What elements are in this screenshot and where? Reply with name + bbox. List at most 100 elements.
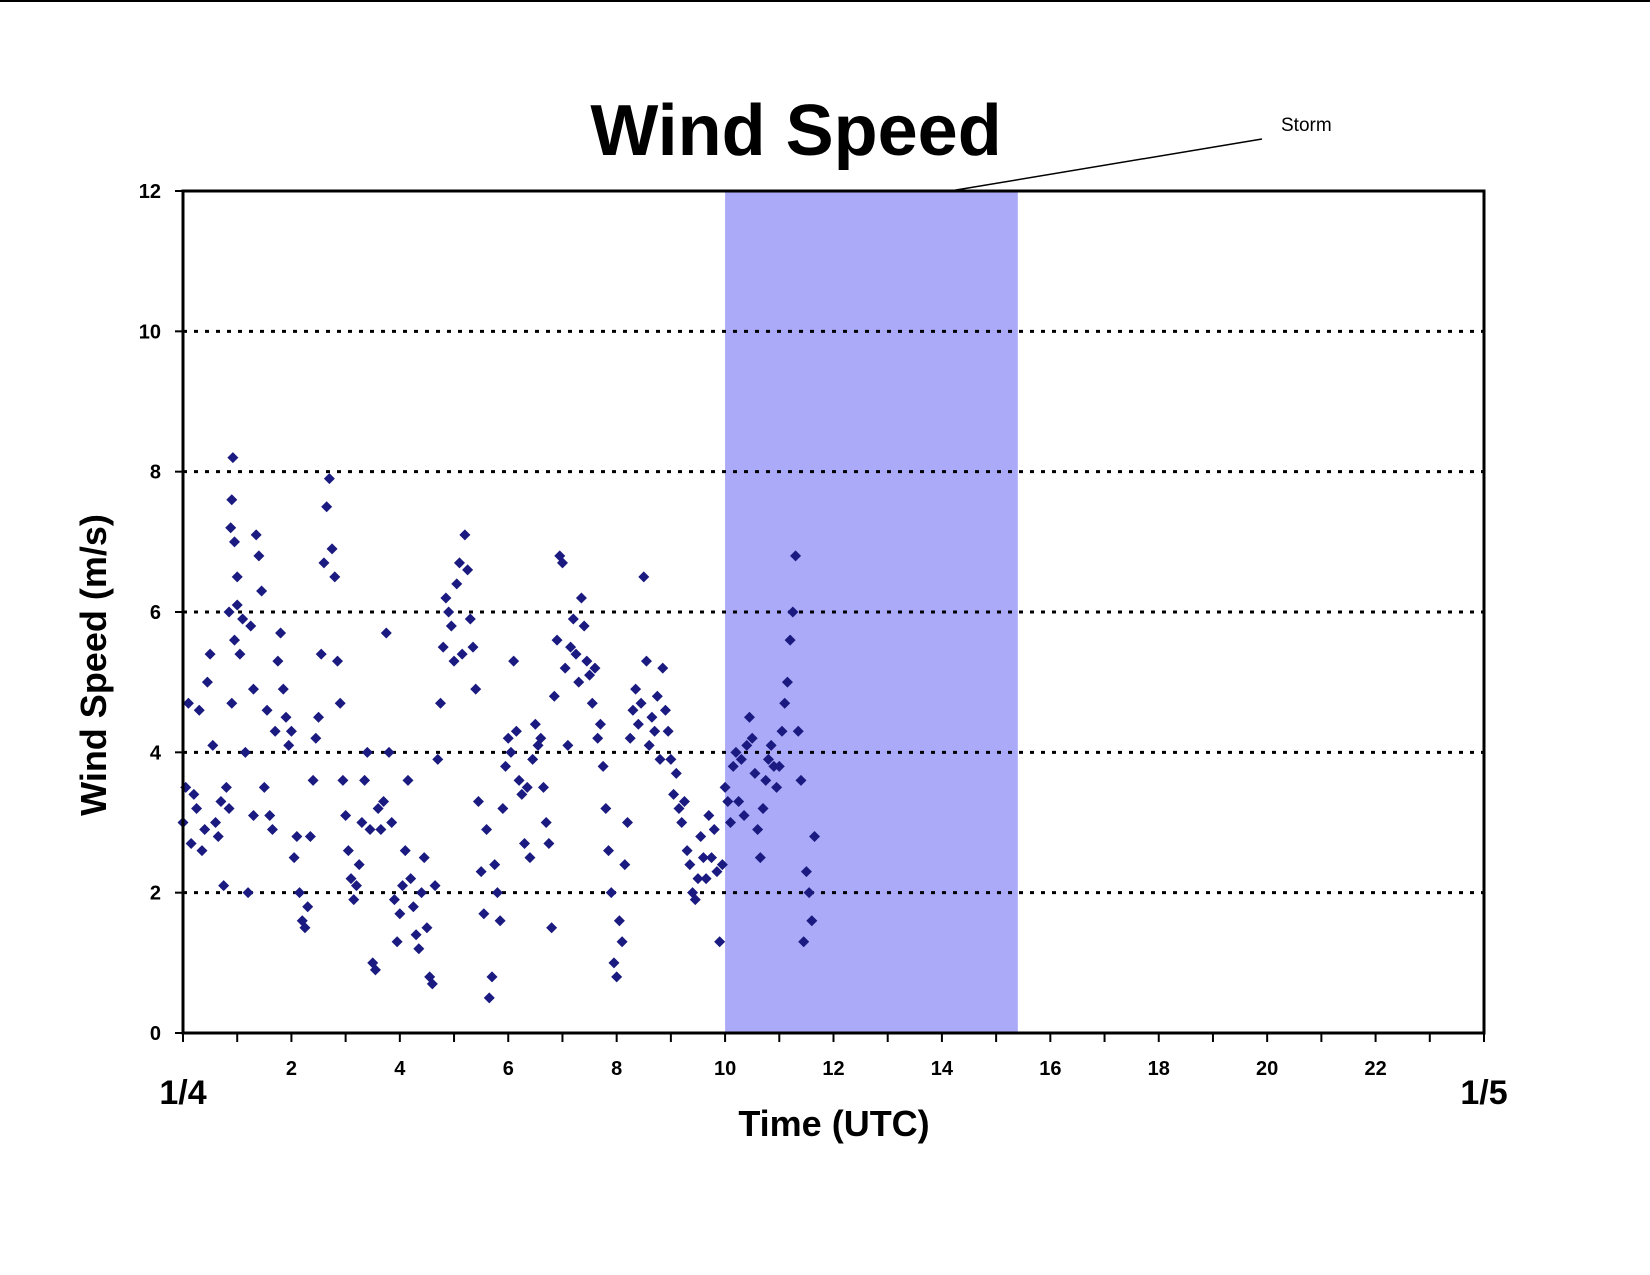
data-point bbox=[486, 971, 498, 983]
data-point bbox=[201, 676, 213, 688]
data-point bbox=[285, 725, 297, 737]
data-point bbox=[310, 732, 322, 744]
data-point bbox=[451, 578, 463, 590]
data-point bbox=[353, 859, 365, 871]
x-tick-label: 18 bbox=[1148, 1058, 1170, 1080]
data-point bbox=[762, 753, 774, 765]
data-point bbox=[624, 732, 636, 744]
data-point bbox=[429, 880, 441, 892]
data-point bbox=[348, 894, 360, 906]
data-point bbox=[556, 557, 568, 569]
data-point bbox=[378, 795, 390, 807]
data-point bbox=[570, 648, 582, 660]
y-tick-label: 8 bbox=[150, 462, 161, 484]
data-point bbox=[619, 859, 631, 871]
data-point bbox=[573, 676, 585, 688]
data-point bbox=[247, 683, 259, 695]
data-point bbox=[185, 838, 197, 850]
data-point bbox=[489, 859, 501, 871]
x-tick-label: 22 bbox=[1364, 1058, 1386, 1080]
data-point bbox=[397, 880, 409, 892]
x-tick-label: 12 bbox=[822, 1058, 844, 1080]
data-point bbox=[630, 683, 642, 695]
data-point bbox=[269, 725, 281, 737]
data-point bbox=[562, 739, 574, 751]
data-point bbox=[245, 620, 257, 632]
data-point bbox=[323, 473, 335, 485]
data-point bbox=[340, 809, 352, 821]
data-point bbox=[773, 760, 785, 772]
storm-annotation-leader bbox=[949, 138, 1263, 192]
data-point bbox=[746, 732, 758, 744]
data-point bbox=[781, 676, 793, 688]
data-point bbox=[638, 571, 650, 583]
data-point bbox=[779, 697, 791, 709]
data-point bbox=[670, 767, 682, 779]
data-point bbox=[283, 739, 295, 751]
x-tick-label: 2 bbox=[286, 1058, 297, 1080]
data-point bbox=[256, 585, 268, 597]
data-point bbox=[277, 683, 289, 695]
data-point bbox=[394, 908, 406, 920]
data-point bbox=[749, 767, 761, 779]
data-point bbox=[597, 760, 609, 772]
data-point bbox=[239, 746, 251, 758]
data-point bbox=[584, 669, 596, 681]
plot-area: 0 2 4 6 8 10 12 2 4 6 8 10 12 14 16 18 20 22 bbox=[139, 138, 1486, 1080]
data-point bbox=[600, 802, 612, 814]
data-point bbox=[440, 592, 452, 604]
data-point bbox=[711, 866, 723, 878]
data-point bbox=[223, 802, 235, 814]
data-point bbox=[689, 894, 701, 906]
data-point bbox=[605, 887, 617, 899]
data-point bbox=[334, 697, 346, 709]
data-point bbox=[405, 873, 417, 885]
data-point bbox=[752, 824, 764, 836]
data-point bbox=[632, 718, 644, 730]
data-point bbox=[659, 704, 671, 716]
data-point bbox=[611, 971, 623, 983]
data-point bbox=[407, 901, 419, 913]
y-tick-label: 10 bbox=[139, 321, 161, 343]
y-tick-label: 12 bbox=[139, 181, 161, 203]
data-point bbox=[494, 915, 506, 927]
data-point bbox=[692, 873, 704, 885]
data-point bbox=[716, 859, 728, 871]
data-point bbox=[410, 929, 422, 941]
data-point bbox=[375, 824, 387, 836]
x-tick-label: 4 bbox=[394, 1058, 406, 1080]
data-point bbox=[207, 739, 219, 751]
data-point bbox=[695, 831, 707, 843]
data-point bbox=[646, 711, 658, 723]
data-point bbox=[546, 922, 558, 934]
data-point bbox=[228, 536, 240, 548]
data-point bbox=[266, 824, 278, 836]
data-point bbox=[418, 852, 430, 864]
data-point bbox=[581, 655, 593, 667]
end-date-label: 1/5 bbox=[1460, 1074, 1507, 1112]
data-point bbox=[754, 852, 766, 864]
data-point bbox=[242, 887, 254, 899]
data-point bbox=[426, 978, 438, 990]
data-point bbox=[304, 831, 316, 843]
data-point bbox=[741, 739, 753, 751]
data-point bbox=[470, 683, 482, 695]
x-axis-label: Time (UTC) bbox=[738, 1103, 929, 1144]
data-point bbox=[345, 873, 357, 885]
data-point bbox=[472, 795, 484, 807]
data-point bbox=[551, 634, 563, 646]
data-point bbox=[481, 824, 493, 836]
data-point bbox=[608, 957, 620, 969]
data-point bbox=[261, 704, 273, 716]
data-point bbox=[765, 739, 777, 751]
data-point bbox=[760, 774, 772, 786]
data-point bbox=[462, 564, 474, 576]
x-tick-label: 14 bbox=[931, 1058, 954, 1080]
data-point bbox=[272, 655, 284, 667]
data-point bbox=[258, 781, 270, 793]
data-point bbox=[565, 641, 577, 653]
y-tick-label: 2 bbox=[150, 883, 161, 905]
data-point bbox=[809, 831, 821, 843]
data-point bbox=[787, 606, 799, 618]
data-point bbox=[369, 964, 381, 976]
